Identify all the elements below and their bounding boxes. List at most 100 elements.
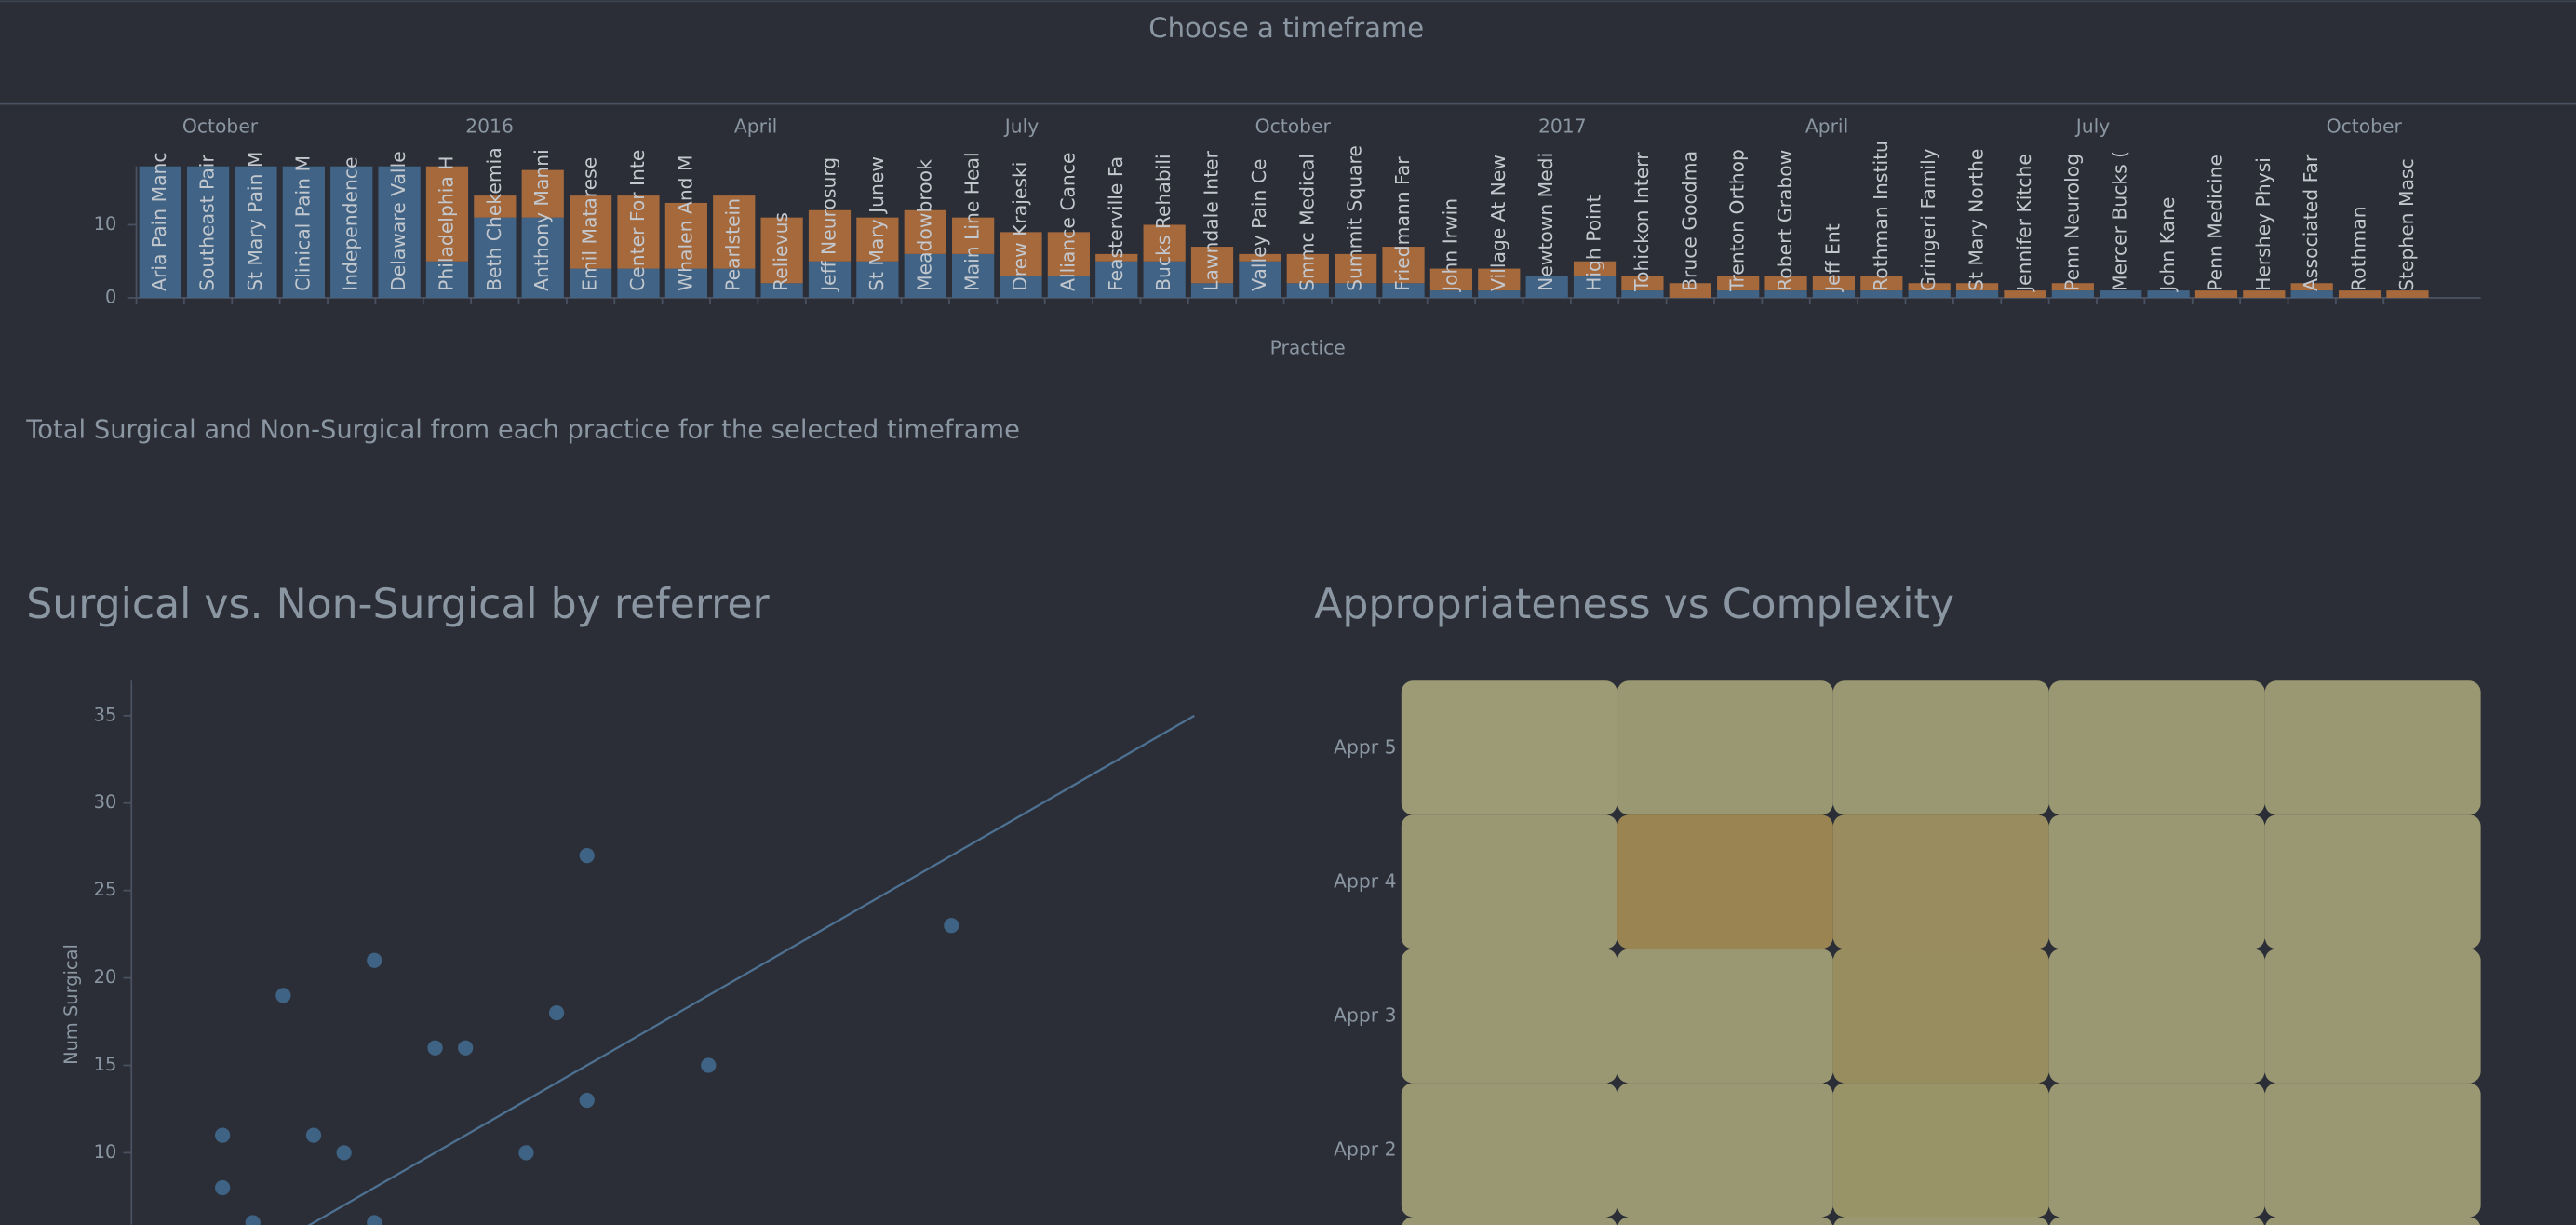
bar-segment xyxy=(521,217,564,298)
grid-star xyxy=(2255,1072,2275,1093)
bar-segment xyxy=(1812,290,1856,298)
y-tick-label: 20 xyxy=(94,966,117,988)
practice-label: Mercer Bucks ( xyxy=(2109,151,2131,291)
bar-segment xyxy=(1335,253,1377,284)
heatmap-cell xyxy=(1617,1217,1833,1225)
practice-label: Jennifer Kitche xyxy=(2013,154,2035,293)
heatmap-cell xyxy=(1832,949,2049,1084)
heatmap-cell xyxy=(1833,1217,2049,1225)
y-tick-label: 35 xyxy=(94,704,117,725)
bar-segment xyxy=(1573,276,1617,298)
practice-label: Pearlstein xyxy=(722,198,745,291)
practice-label: Bruce Goodma xyxy=(1678,151,1700,291)
bar-segment xyxy=(760,283,803,298)
heatmap-cell xyxy=(1617,680,1833,815)
bar-segment xyxy=(570,195,612,269)
heatmap-cell xyxy=(1832,680,2049,815)
practice-label: Jeff Neurosurg xyxy=(817,157,839,293)
bar-segment xyxy=(235,166,277,298)
scatter-point xyxy=(427,1040,443,1056)
bar-segment xyxy=(1047,232,1090,276)
practice-label: Independence xyxy=(340,157,362,291)
bar-segment xyxy=(2338,290,2381,298)
practice-label: Southeast Pair xyxy=(196,155,219,291)
bar-segment xyxy=(425,166,469,262)
bar-segment xyxy=(1717,290,1760,298)
grid-star xyxy=(2255,804,2275,825)
chart-title: Surgical vs. Non-Surgical by referrer xyxy=(26,581,770,628)
y-axis-label: Num Surgical xyxy=(60,944,82,1065)
bar-segment xyxy=(1573,261,1617,276)
bar-segment xyxy=(856,217,899,262)
y-tick-label: 25 xyxy=(94,879,117,900)
bar-segment xyxy=(1143,224,1186,262)
bar-segment xyxy=(474,195,517,218)
practice-label: Associated Far xyxy=(2300,154,2322,291)
grid-star xyxy=(1823,1206,1844,1225)
bar-segment xyxy=(1860,276,1903,291)
practice-label: Main Line Heal xyxy=(961,152,984,290)
bar-segment xyxy=(1764,276,1807,291)
bar-segment xyxy=(808,261,852,298)
bar-segment xyxy=(139,166,181,298)
heatmap-cell xyxy=(1401,949,1617,1084)
grid-star xyxy=(2039,804,2059,825)
bar-segment xyxy=(952,217,995,254)
bar-segment xyxy=(904,253,946,298)
row-label: Appr 4 xyxy=(1334,869,1396,892)
bar-segment xyxy=(1239,261,1281,298)
scatter-point xyxy=(579,847,595,864)
timeframe-title: Choose a timeframe xyxy=(1148,12,1424,44)
bar-segment xyxy=(1335,283,1377,298)
bar-segment xyxy=(617,268,660,298)
scatter-point xyxy=(215,1127,231,1143)
practice-label: Bucks Rehabili xyxy=(1152,154,1174,291)
practice-label: Relievus xyxy=(770,212,792,291)
bar-segment xyxy=(1286,253,1329,284)
bar-segment xyxy=(1908,283,1951,291)
practice-label: Drew Krajeski xyxy=(1009,162,1031,291)
bar-segment xyxy=(2100,290,2142,298)
bar-segment xyxy=(1478,268,1521,291)
practice-label: Stephen Masc xyxy=(2395,158,2418,291)
practice-label: Feasterville Fa xyxy=(1105,156,1127,291)
practice-label: Penn Medicine xyxy=(2204,155,2226,291)
bar-segment xyxy=(330,166,373,298)
bar-segment xyxy=(1717,276,1760,291)
bar-segment xyxy=(1047,276,1090,298)
practice-label: St Mary Junew xyxy=(865,156,888,291)
heatmap-cell xyxy=(1617,814,1833,949)
heatmap-cell xyxy=(2049,1217,2265,1225)
practice-label: Village At New xyxy=(1487,155,1509,291)
bar-segment xyxy=(1190,247,1234,284)
y-tick-label: 30 xyxy=(94,791,117,813)
bar-segment xyxy=(521,169,564,218)
scatter-point xyxy=(944,918,959,934)
heatmap-cell xyxy=(1401,680,1617,815)
grid-star xyxy=(2039,938,2059,959)
heatmap-cell xyxy=(2265,1217,2481,1225)
bar-segment xyxy=(617,195,660,269)
bar-segment xyxy=(425,261,469,298)
scatter-point xyxy=(215,1179,231,1196)
practice-label: Aria Pain Manc xyxy=(148,152,170,290)
practice-label: Delaware Valle xyxy=(387,151,409,291)
scatter-point xyxy=(305,1127,322,1143)
timeline-tick-label: April xyxy=(734,114,777,137)
grid-star xyxy=(1607,804,1628,825)
x-axis-label: Practice xyxy=(1270,337,1346,359)
practice-label: Anthony Manni xyxy=(530,149,553,291)
bar-segment xyxy=(1955,290,1999,298)
practice-label: St Mary Northe xyxy=(1966,149,1988,291)
grid-star xyxy=(1823,1072,1844,1093)
practice-label: Penn Neurolog xyxy=(2060,154,2083,291)
bar-segment xyxy=(664,202,707,269)
bar-segment xyxy=(1429,290,1473,298)
scatter-point xyxy=(367,952,382,968)
timeline-tick-label: 2017 xyxy=(1538,114,1587,137)
grid-star xyxy=(1607,938,1628,959)
bar-segment xyxy=(1382,247,1425,284)
bar-segment xyxy=(1095,253,1138,262)
practice-label: Rothman xyxy=(2348,206,2370,291)
grid-star xyxy=(1823,938,1844,959)
